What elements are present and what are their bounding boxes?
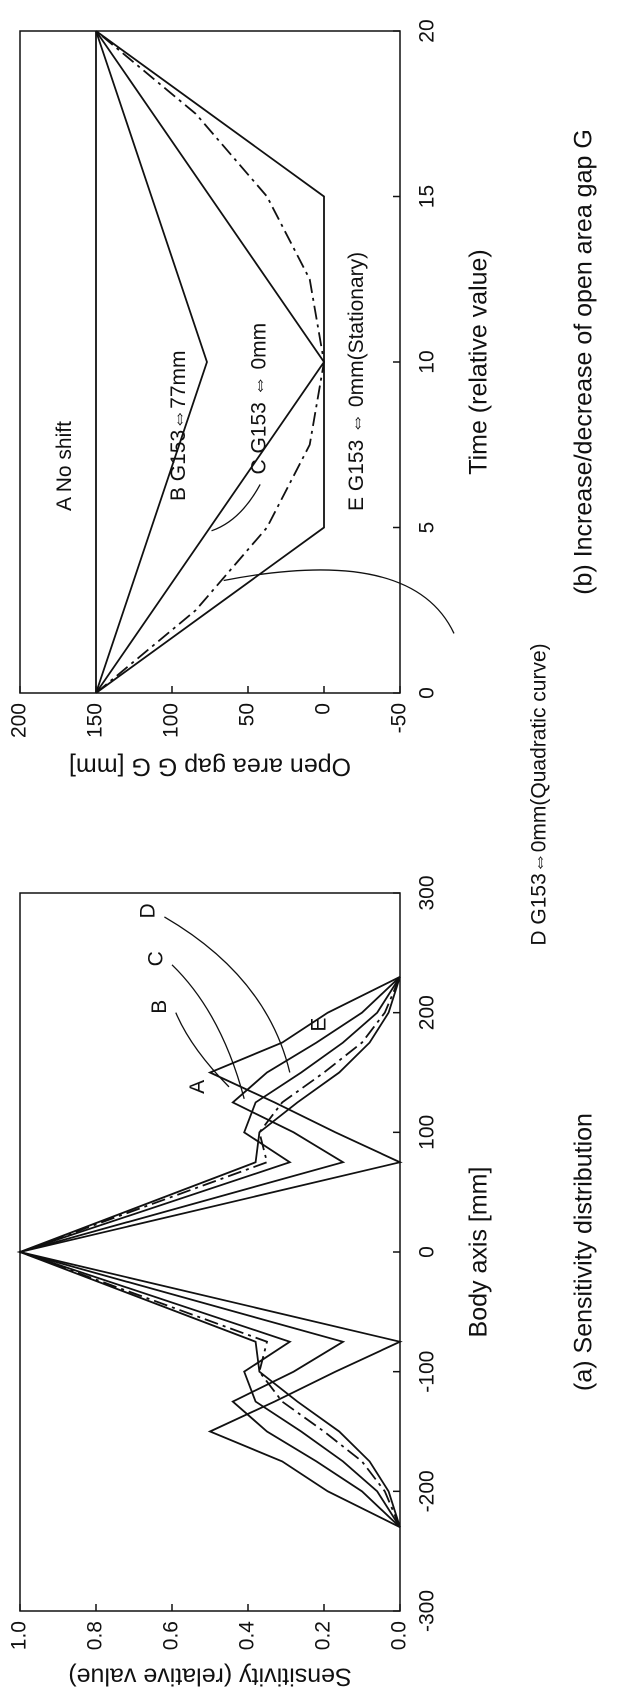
x-tick-label: 100 [416,1115,439,1150]
y-tick-label: 0.4 [236,1621,259,1651]
x-tick-label: -300 [416,1590,439,1632]
y-tick-label: 200 [8,703,31,738]
leader-line [164,916,291,1073]
x-tick-label: -100 [416,1351,439,1393]
y-tick-label: 0.8 [84,1621,107,1650]
series-line [17,976,401,1528]
annotation: A No shift [53,421,76,511]
leader-line [211,484,261,532]
x-tick-label: 0 [416,1246,439,1258]
y-tick-label: 0.6 [160,1621,183,1650]
series-line [95,30,325,694]
annotation: D [137,903,160,918]
annotation: D G153⇔0mm(Quadratic curve) [528,643,551,945]
y-tick-label: 50 [236,703,259,726]
x-tick-label: 10 [416,350,439,373]
leader-line [171,964,245,1099]
x-tick-label: 0 [416,687,439,699]
y-axis-label: Sensitivity (relative value) [68,1662,351,1690]
annotation: B [148,1000,171,1014]
x-tick-label: 15 [416,185,439,208]
x-tick-label: 200 [416,995,439,1030]
leader-line [175,1012,230,1088]
annotation: E [308,1018,331,1032]
x-tick-label: 20 [416,19,439,42]
y-tick-label: 150 [84,703,107,738]
y-tick-label: -50 [388,703,411,733]
y-tick-label: 1.0 [8,1621,31,1650]
annotation: A [186,1080,209,1094]
annotation: B G153⇔77mm [167,350,190,501]
caption: (a) Sensitivity distribution [570,1113,598,1391]
y-axis-label: Open area gap G G [mm] [69,752,351,780]
y-tick-label: 0.2 [312,1621,335,1650]
x-tick-label: 5 [416,522,439,534]
y-tick-label: 0 [312,703,335,715]
annotation: E G153 ⇔ 0mm(Stationary) [345,252,368,511]
series-line [17,976,401,1528]
x-axis-label: Time (relative value) [465,249,493,475]
series-line [17,976,401,1528]
x-tick-label: 300 [416,875,439,910]
rotated-figure: -300-200-10001002003000.00.20.40.60.81.0… [8,19,598,1690]
plot-frame [19,892,401,1612]
series-line [16,976,401,1528]
series-line [95,30,208,694]
x-axis-label: Body axis [mm] [465,1167,493,1338]
annotation: C [144,951,167,966]
caption: (b) Increase/decrease of open area gap G [570,129,598,595]
y-tick-label: 100 [160,703,183,738]
y-tick-label: 0.0 [388,1621,411,1650]
annotation: C G153 ⇔ 0mm [248,323,271,475]
x-tick-label: -200 [416,1470,439,1512]
leader-line [223,569,455,634]
series-line [19,975,403,1529]
